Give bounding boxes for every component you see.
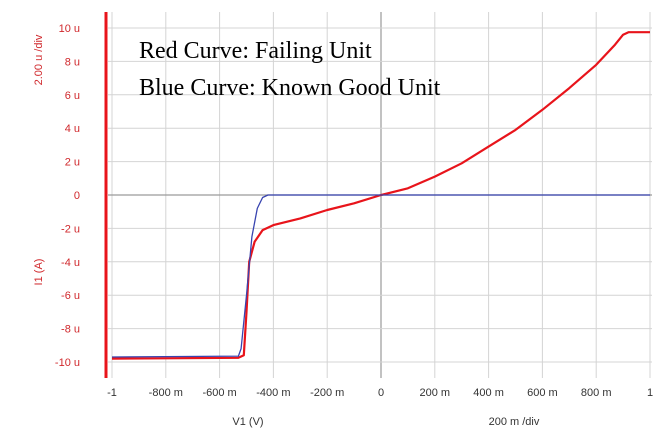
y-tick-label: -4 u xyxy=(61,257,80,269)
x-tick-label: -400 m xyxy=(256,387,290,399)
x-tick-label: 400 m xyxy=(473,387,504,399)
y-tick-label: 8 u xyxy=(65,56,80,68)
y-div-label: 2.00 u /div xyxy=(33,34,45,85)
legend-entry-blue: Blue Curve: Known Good Unit xyxy=(139,75,441,101)
y-tick-label: 6 u xyxy=(65,90,80,102)
y-tick-label: 10 u xyxy=(59,23,80,35)
x-div-label: 200 m /div xyxy=(489,416,540,428)
x-axis-title: V1 (V) xyxy=(232,416,263,428)
x-tick-label: -800 m xyxy=(149,387,183,399)
x-tick-label: 1 xyxy=(647,387,653,399)
series xyxy=(111,31,650,360)
y-tick-label: 0 xyxy=(74,190,80,202)
y-tick-labels: 10 u 8 u 6 u 4 u 2 u 0 -2 u -4 u -6 u -8 u -10 u xyxy=(55,23,80,369)
y-tick-label: -2 u xyxy=(61,223,80,235)
series-line-blue xyxy=(111,194,650,358)
legend-entry-red: Red Curve: Failing Unit xyxy=(139,38,372,64)
y-tick-label: 4 u xyxy=(65,123,80,135)
x-tick-label: 600 m xyxy=(527,387,558,399)
x-tick-label: -200 m xyxy=(310,387,344,399)
x-tick-labels: -1 -800 m -600 m -400 m -200 m 0 200 m 400 m 600… xyxy=(107,387,653,399)
y-tick-label: -6 u xyxy=(61,290,80,302)
y-axis-title: I1 (A) xyxy=(33,259,45,286)
y-tick-label: -10 u xyxy=(55,357,80,369)
x-tick-label: 0 xyxy=(378,387,384,399)
y-tick-label: 2 u xyxy=(65,157,80,169)
x-tick-label: 200 m xyxy=(420,387,451,399)
x-tick-label: -1 xyxy=(107,387,117,399)
x-tick-label: 800 m xyxy=(581,387,612,399)
x-tick-label: -600 m xyxy=(202,387,236,399)
y-tick-label: -8 u xyxy=(61,324,80,336)
